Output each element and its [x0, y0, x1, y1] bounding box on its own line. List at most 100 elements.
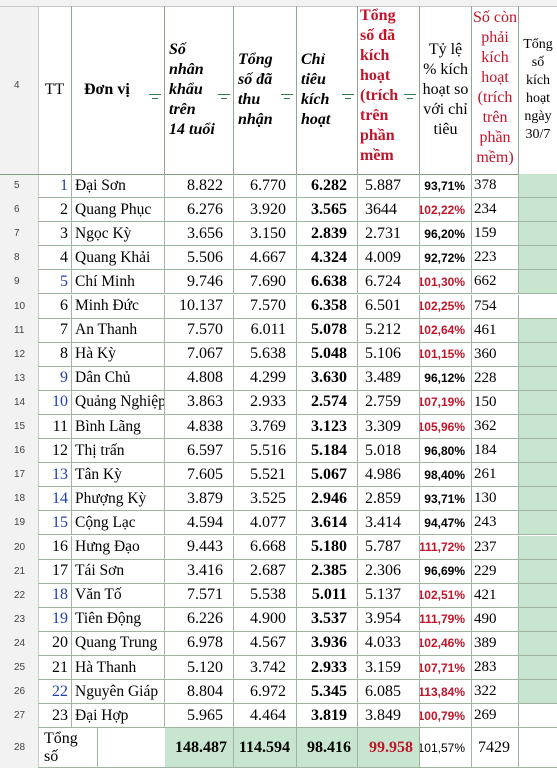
cell-tt[interactable]: 14 [38, 487, 72, 511]
cell-tong-so-kich-hoat[interactable]: 6.085 [358, 680, 420, 704]
cell-tt[interactable]: 5 [38, 270, 72, 294]
filter-icon[interactable] [404, 92, 416, 102]
cell-chi-tieu[interactable]: 2.839 [297, 222, 358, 246]
table-row[interactable]: 19 15 Cộng Lạc 4.594 4.077 3.614 3.414 94,47% 24… [14, 511, 557, 536]
cell-so-con-phai[interactable]: 378 [472, 174, 519, 198]
cell-ty-le[interactable]: 107,71% [420, 656, 472, 680]
cell-don-vi[interactable]: Dân Chủ [72, 366, 165, 390]
cell-total-label[interactable]: Tổng số [38, 728, 98, 767]
cell-total-kich-hoat[interactable]: 99.958 [358, 728, 420, 767]
cell-tong-so-kich-hoat[interactable]: 2.859 [358, 487, 420, 511]
cell-so-con-phai[interactable]: 269 [472, 704, 519, 728]
cell-ty-le[interactable]: 102,22% [420, 198, 472, 222]
cell-ty-le[interactable]: 101,30% [420, 270, 472, 294]
table-row[interactable]: 12 8 Hà Kỳ 7.067 5.638 5.048 5.106 101,15% 360 [14, 342, 557, 367]
cell-tong-so-kich-hoat[interactable]: 3.159 [358, 656, 420, 680]
cell-ty-le[interactable]: 102,46% [420, 631, 472, 655]
cell-so-nhan-khau[interactable]: 3.863 [165, 390, 234, 414]
cell-so-nhan-khau[interactable]: 9.746 [165, 270, 234, 294]
cell-tong-so-kich-hoat[interactable]: 3.954 [358, 607, 420, 631]
cell-tong-so-thu-nhan[interactable]: 5.516 [234, 439, 297, 463]
row-number[interactable]: 20 [14, 541, 26, 553]
cell-chi-tieu[interactable]: 3.123 [297, 415, 358, 439]
table-row[interactable]: 27 23 Đại Hợp 5.965 4.464 3.819 3.849 100,79% 26… [14, 704, 557, 729]
cell-chi-tieu[interactable]: 3.614 [297, 511, 358, 535]
cell-tt[interactable]: 22 [38, 680, 72, 704]
table-row[interactable]: 20 16 Hưng Đạo 9.443 6.668 5.180 5.787 111,72% 2… [14, 535, 557, 560]
cell-ty-le[interactable]: 98,40% [420, 463, 472, 487]
cell-so-con-phai[interactable]: 754 [472, 294, 519, 318]
cell-don-vi[interactable]: Ngọc Kỳ [72, 222, 165, 246]
cell-tong-so-kich-hoat[interactable]: 4.033 [358, 631, 420, 655]
cell-ty-le[interactable]: 92,72% [420, 246, 472, 270]
table-row[interactable]: 22 18 Văn Tố 7.571 5.538 5.011 5.137 102,51% 421 [14, 583, 557, 608]
cell-ty-le[interactable]: 107,19% [420, 390, 472, 414]
cell-don-vi[interactable]: Cộng Lạc [72, 511, 165, 535]
header-so-con-phai[interactable]: Số còn phải kích hoạt (trích trên phần m… [472, 6, 519, 174]
cell-tt[interactable]: 23 [38, 704, 72, 728]
cell-tong-so-thu-nhan[interactable]: 7.690 [234, 270, 297, 294]
cell-so-con-phai[interactable]: 322 [472, 680, 519, 704]
filter-icon[interactable] [342, 92, 354, 102]
cell-tt[interactable]: 4 [38, 246, 72, 270]
cell-tong-so-thu-nhan[interactable]: 3.742 [234, 656, 297, 680]
cell-ty-le[interactable]: 102,25% [420, 294, 472, 318]
cell-tong-so-thu-nhan[interactable]: 3.769 [234, 415, 297, 439]
cell-so-con-phai[interactable]: 159 [472, 222, 519, 246]
cell-chi-tieu[interactable]: 5.184 [297, 439, 358, 463]
cell-chi-tieu[interactable]: 6.638 [297, 270, 358, 294]
cell-so-nhan-khau[interactable]: 4.594 [165, 511, 234, 535]
cell-so-nhan-khau[interactable]: 5.120 [165, 656, 234, 680]
table-row[interactable]: 14 10 Quảng Nghiệp 3.863 2.933 2.574 2.759 107,… [14, 390, 557, 415]
filter-icon[interactable] [149, 92, 161, 102]
cell-chi-tieu[interactable]: 3.630 [297, 366, 358, 390]
cell-so-con-phai[interactable]: 421 [472, 583, 519, 607]
cell-tong-so-kich-hoat[interactable]: 5.212 [358, 318, 420, 342]
cell-don-vi[interactable]: Văn Tố [72, 583, 165, 607]
cell-so-nhan-khau[interactable]: 7.605 [165, 463, 234, 487]
cell-so-nhan-khau[interactable]: 8.804 [165, 680, 234, 704]
cell-so-nhan-khau[interactable]: 7.067 [165, 342, 234, 366]
row-number[interactable]: 21 [14, 565, 26, 577]
cell-tong-so-thu-nhan[interactable]: 4.077 [234, 511, 297, 535]
row-number[interactable]: 25 [14, 662, 26, 674]
cell-chi-tieu[interactable]: 2.946 [297, 487, 358, 511]
cell-tt[interactable]: 1 [38, 174, 72, 198]
cell-tong-so-thu-nhan[interactable]: 3.525 [234, 487, 297, 511]
cell-tong-so-kich-hoat[interactable]: 3.309 [358, 415, 420, 439]
cell-tong-so-kich-hoat[interactable]: 4.009 [358, 246, 420, 270]
cell-so-nhan-khau[interactable]: 9.443 [165, 535, 234, 559]
cell-ty-le[interactable]: 105,96% [420, 415, 472, 439]
row-number[interactable]: 27 [14, 710, 26, 722]
cell-tong-so-kich-hoat[interactable]: 5.787 [358, 535, 420, 559]
header-ty-le[interactable]: Tỷ lệ % kích hoạt so với chỉ tiêu [420, 6, 472, 174]
table-row[interactable]: 23 19 Tiên Động 6.226 4.900 3.537 3.954 111,79%… [14, 607, 557, 632]
row-number[interactable]: 9 [14, 276, 20, 288]
cell-chi-tieu[interactable]: 2.574 [297, 390, 358, 414]
cell-tong-so-kich-hoat[interactable]: 5.018 [358, 439, 420, 463]
table-row[interactable]: 5 1 Đại Sơn 8.822 6.770 6.282 5.887 93,71% 378 [14, 174, 557, 199]
cell-don-vi[interactable]: Hưng Đạo [72, 535, 165, 559]
table-row[interactable]: 16 12 Thị trấn 6.597 5.516 5.184 5.018 96,80% 18… [14, 439, 557, 464]
table-row[interactable]: 24 20 Quang Trung 6.978 4.567 3.936 4.033 102,4… [14, 631, 557, 656]
cell-don-vi[interactable]: Quang Khải [72, 246, 165, 270]
cell-tt[interactable]: 12 [38, 439, 72, 463]
cell-tong-so-thu-nhan[interactable]: 5.538 [234, 583, 297, 607]
cell-tt[interactable]: 18 [38, 583, 72, 607]
row-number[interactable]: 19 [14, 517, 26, 529]
cell-ty-le[interactable]: 111,79% [420, 607, 472, 631]
cell-total-so-con-phai[interactable]: 7429 [472, 728, 519, 767]
cell-so-nhan-khau[interactable]: 10.137 [165, 294, 234, 318]
cell-tt[interactable]: 10 [38, 390, 72, 414]
cell-so-con-phai[interactable]: 389 [472, 631, 519, 655]
cell-tong-so-thu-nhan[interactable]: 6.770 [234, 174, 297, 198]
cell-so-con-phai[interactable]: 228 [472, 366, 519, 390]
cell-so-con-phai[interactable]: 237 [472, 535, 519, 559]
cell-so-con-phai[interactable]: 662 [472, 270, 519, 294]
cell-don-vi[interactable]: Bình Lãng [72, 415, 165, 439]
cell-don-vi[interactable]: Quảng Nghiệp [72, 390, 165, 414]
header-tong-so-kich-hoat[interactable]: Tổng số đã kích hoạt (trích trên phần mề… [358, 6, 420, 174]
cell-don-vi[interactable]: Hà Thanh [72, 656, 165, 680]
cell-so-con-phai[interactable]: 283 [472, 656, 519, 680]
filter-icon[interactable] [281, 92, 293, 102]
